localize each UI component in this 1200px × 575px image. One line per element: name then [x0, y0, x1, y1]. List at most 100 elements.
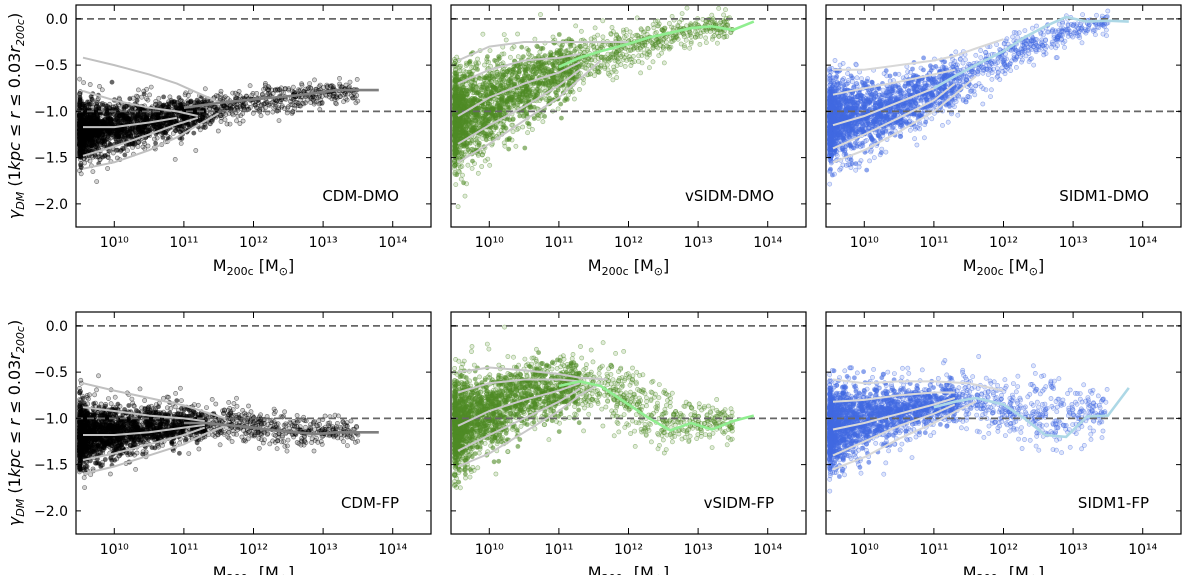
scatter-point: [608, 31, 614, 37]
x-tick-label: 10¹⁰: [100, 235, 129, 251]
scatter-point: [166, 104, 172, 109]
scatter-point: [577, 43, 583, 49]
scatter-point: [491, 76, 497, 81]
scatter-point: [350, 95, 356, 101]
scatter-point: [582, 65, 588, 71]
scatter-point: [455, 122, 460, 128]
scatter-point: [232, 90, 238, 96]
scatter-point: [209, 118, 215, 124]
scatter-point: [550, 74, 556, 80]
scatter-point: [126, 141, 132, 147]
scatter-point: [228, 105, 233, 111]
scatter-point: [90, 169, 96, 174]
scatter-point: [493, 125, 499, 131]
scatter-point: [90, 133, 95, 138]
scatter-point: [78, 126, 84, 132]
scatter-point: [178, 129, 183, 135]
scatter-point: [512, 82, 517, 87]
scatter-point: [82, 120, 88, 125]
scatter-point: [605, 67, 611, 73]
scatter-point: [655, 18, 661, 24]
scatter-point: [460, 172, 465, 178]
contours: [82, 56, 220, 170]
scatter-point: [479, 93, 485, 98]
scatter-point: [221, 95, 227, 101]
scatter-point: [559, 115, 564, 121]
scatter-point: [458, 135, 464, 141]
scatter-point: [675, 23, 681, 28]
scatter-point: [329, 96, 335, 102]
scatter-point: [531, 116, 537, 121]
scatter-point: [475, 67, 480, 72]
scatter-point: [629, 33, 635, 39]
scatter-point: [94, 103, 99, 109]
scatter-point: [532, 36, 538, 42]
scatter-point: [147, 92, 152, 98]
scatter-point: [252, 102, 258, 108]
scatter-point: [533, 61, 538, 67]
scatter-point: [141, 139, 147, 144]
scatter-point: [645, 25, 651, 31]
scatter-point: [121, 146, 126, 152]
scatter-point: [337, 81, 342, 87]
scatter-point: [121, 117, 127, 123]
scatter-point: [650, 59, 656, 65]
scatter-point: [538, 12, 543, 17]
scatter-point: [461, 68, 467, 74]
scatter-point: [261, 101, 267, 107]
scatter-point: [494, 79, 499, 85]
scatter-point: [488, 91, 493, 97]
scatter-point: [531, 104, 537, 110]
y-tick-label: −1.5: [34, 151, 68, 167]
scatter-point: [563, 48, 569, 54]
scatter-point: [145, 143, 151, 149]
scatter-point: [299, 81, 304, 87]
scatter-point: [469, 165, 475, 171]
scatter-point: [87, 82, 93, 87]
scatter-point: [100, 138, 106, 144]
scatter-point: [483, 89, 489, 95]
scatter-point: [721, 12, 726, 18]
scatter-point: [475, 152, 481, 158]
scatter-point: [132, 124, 138, 130]
scatter-point: [463, 87, 469, 93]
scatter-point: [604, 62, 610, 68]
scatter-point: [454, 156, 459, 161]
scatter-point: [535, 44, 540, 50]
scatter-point: [499, 68, 505, 74]
scatter-point: [458, 176, 464, 182]
scatter-point: [139, 94, 145, 100]
scatter-point: [272, 104, 278, 109]
scatter-point: [185, 100, 191, 105]
scatter-point: [693, 29, 698, 35]
scatter-point: [554, 50, 560, 55]
scatter-point: [458, 63, 464, 69]
scatter-point: [215, 128, 221, 134]
scatter-point: [320, 85, 326, 90]
scatter-point: [456, 169, 462, 175]
scatter-point: [621, 27, 626, 33]
scatter-point: [519, 79, 524, 85]
scatter-point: [549, 68, 555, 73]
scatter-point: [487, 132, 492, 138]
scatter-point: [480, 31, 486, 37]
scatter-point: [688, 39, 694, 45]
scatter-point: [298, 103, 303, 109]
scatter-point: [235, 113, 241, 119]
scatter-point: [527, 89, 533, 95]
contour-line: [82, 112, 220, 170]
scatter-point: [120, 129, 126, 134]
scatter-point: [573, 23, 579, 29]
scatter-point: [470, 125, 475, 131]
scatter-point: [515, 75, 521, 80]
scatter-point: [337, 76, 342, 81]
scatter-point: [324, 82, 330, 88]
scatter-point: [135, 112, 141, 118]
scatter-point: [97, 84, 102, 89]
scatter-point: [292, 103, 298, 109]
scatter-point: [585, 46, 591, 52]
scatter-point: [308, 96, 314, 102]
scatter-point: [525, 120, 530, 126]
scatter-point: [650, 46, 656, 51]
scatter-point: [548, 52, 554, 58]
